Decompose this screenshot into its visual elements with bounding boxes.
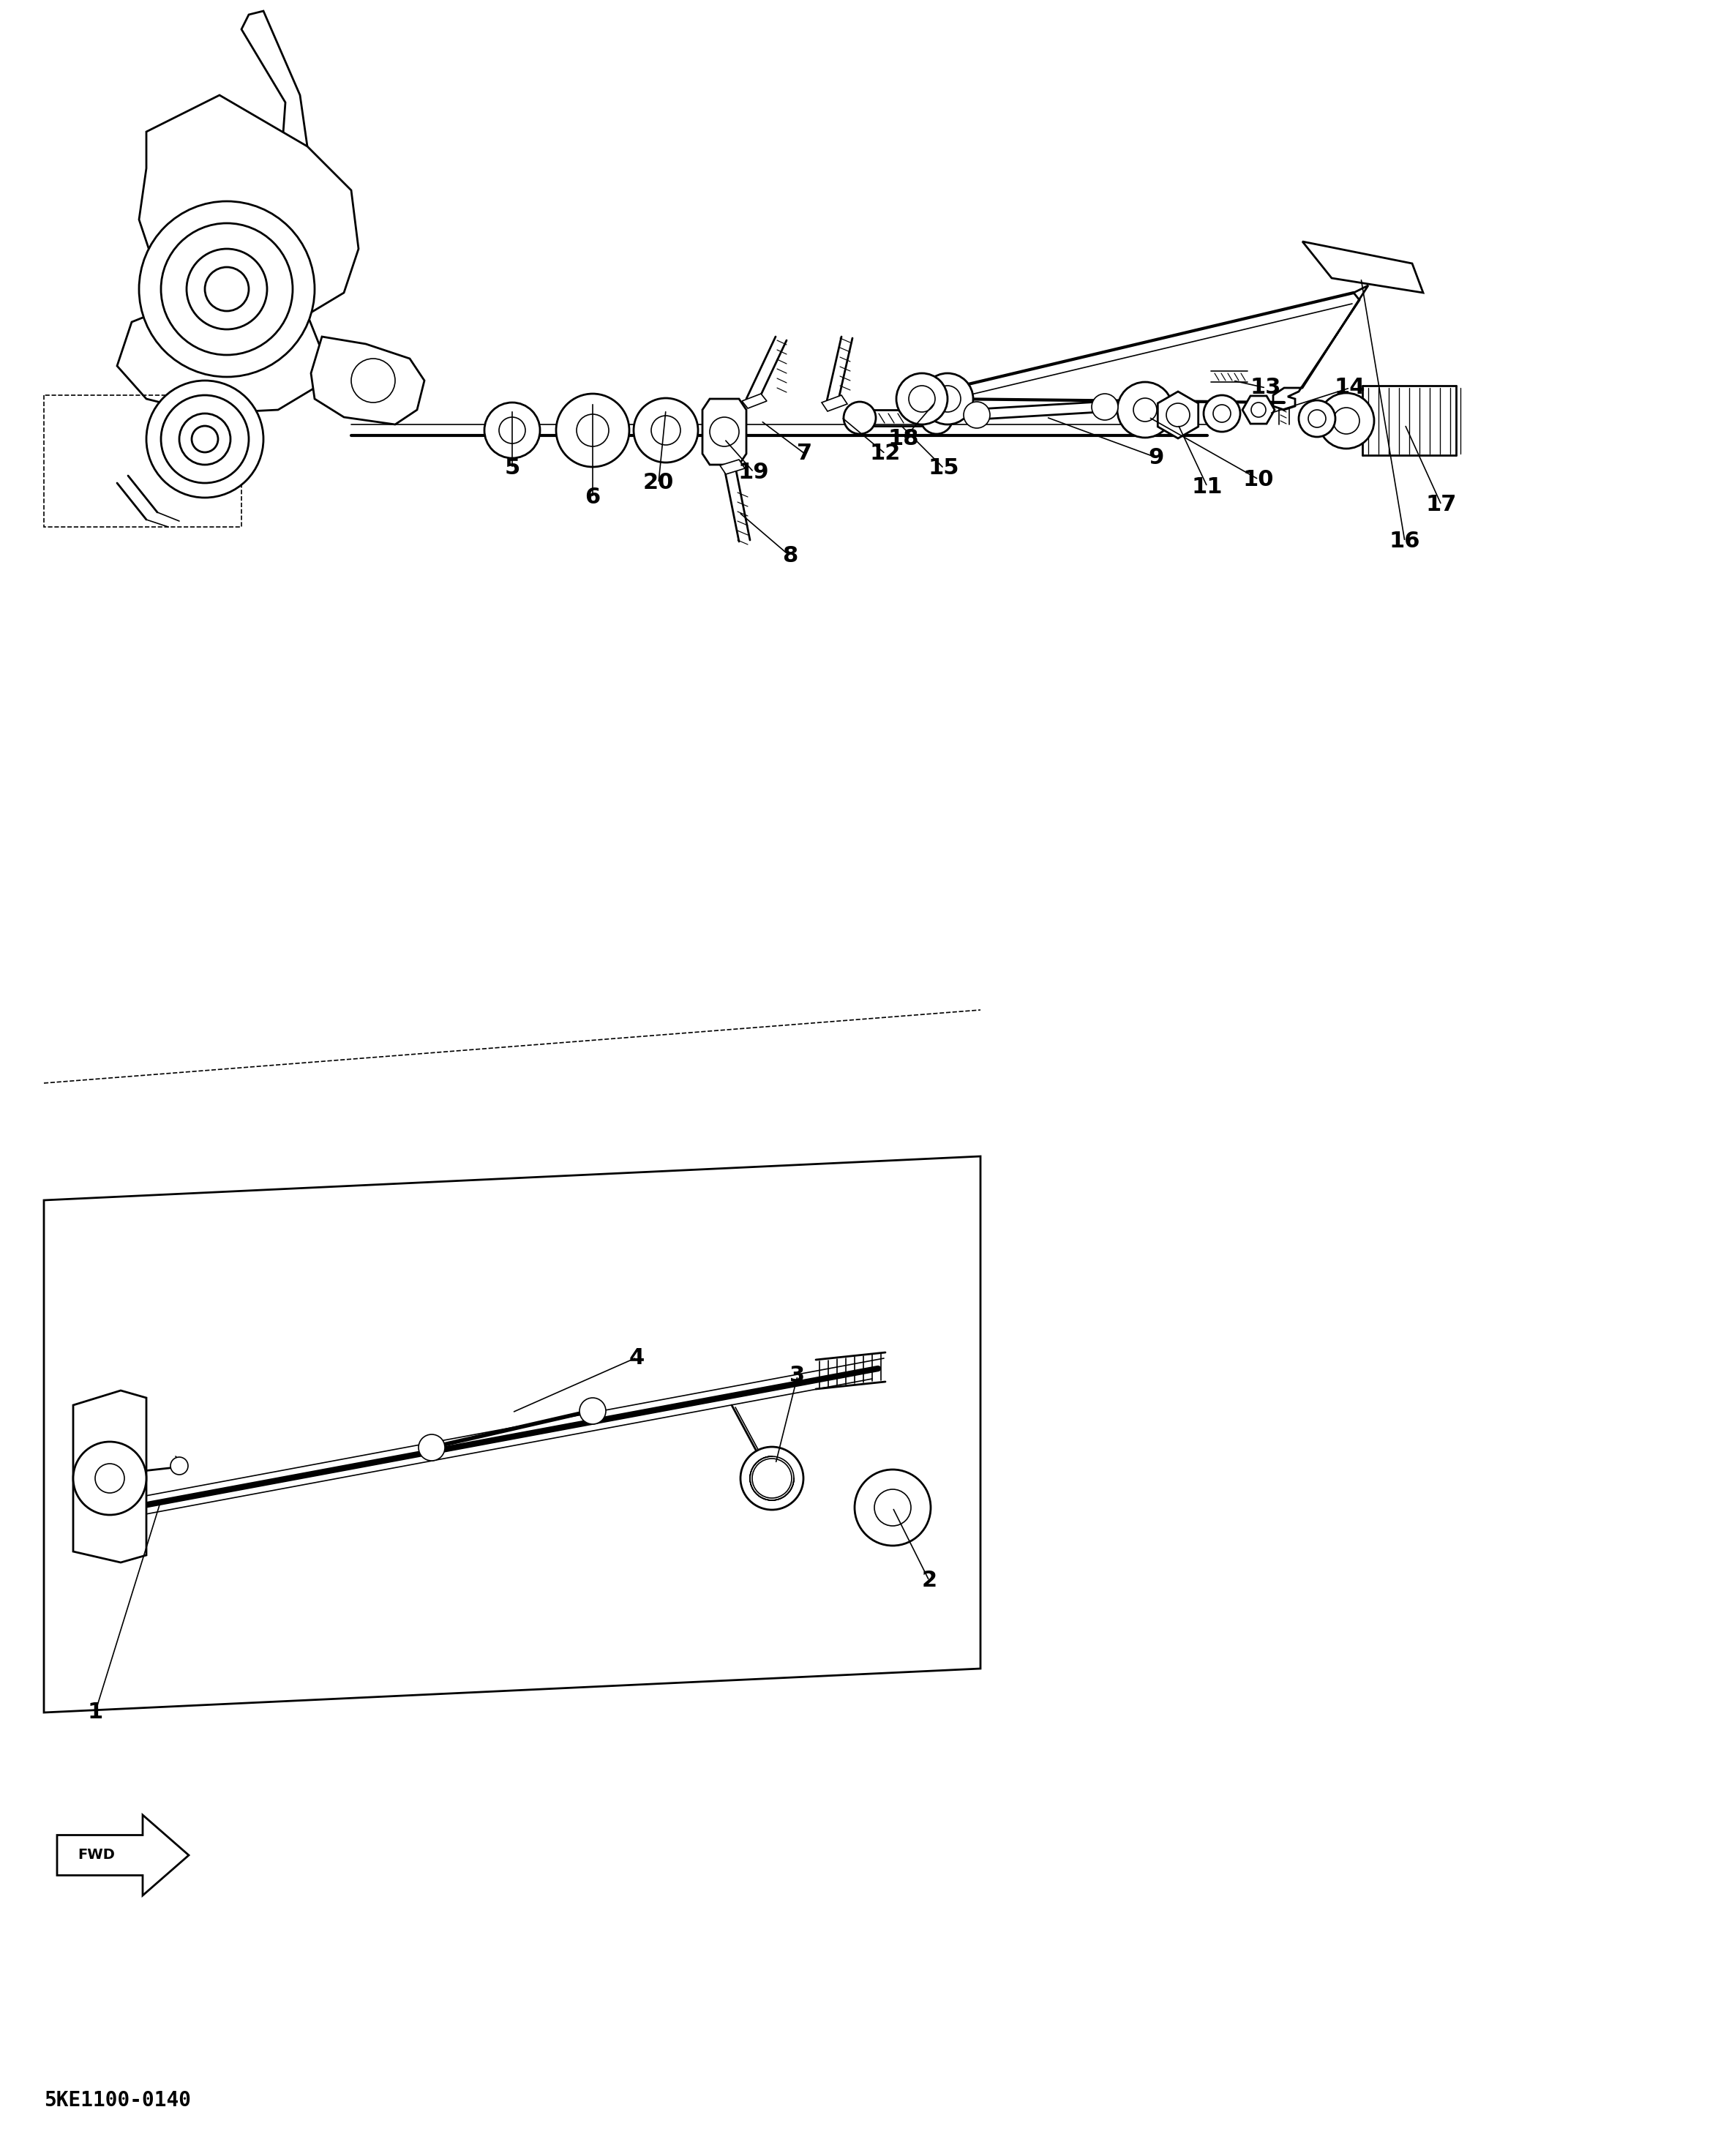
Circle shape [740, 1447, 804, 1509]
Circle shape [74, 1442, 146, 1516]
Circle shape [350, 358, 395, 403]
Circle shape [921, 401, 953, 433]
Circle shape [1204, 395, 1240, 431]
Text: 14: 14 [1335, 377, 1366, 399]
Circle shape [146, 382, 263, 498]
Polygon shape [117, 95, 359, 414]
Polygon shape [742, 395, 766, 407]
Circle shape [192, 427, 218, 453]
Circle shape [161, 224, 292, 356]
Polygon shape [720, 459, 746, 474]
Text: 8: 8 [782, 545, 797, 567]
Circle shape [187, 248, 266, 330]
Polygon shape [703, 399, 746, 466]
Circle shape [577, 414, 608, 446]
Polygon shape [242, 11, 308, 162]
Polygon shape [1302, 241, 1423, 293]
Text: 12: 12 [869, 444, 900, 464]
Polygon shape [311, 336, 424, 425]
Circle shape [1307, 410, 1326, 427]
Circle shape [897, 373, 948, 425]
Text: 10: 10 [1242, 468, 1275, 489]
Circle shape [1251, 403, 1266, 416]
Circle shape [557, 395, 629, 468]
Text: 13: 13 [1251, 377, 1282, 399]
Text: 5KE1100-0140: 5KE1100-0140 [45, 2089, 191, 2111]
Circle shape [204, 267, 249, 310]
Circle shape [844, 401, 876, 433]
Text: 5: 5 [505, 457, 521, 479]
Circle shape [909, 386, 935, 412]
Circle shape [179, 414, 230, 466]
Circle shape [94, 1464, 124, 1492]
Circle shape [1091, 395, 1118, 420]
Polygon shape [821, 395, 847, 412]
Circle shape [1167, 403, 1191, 427]
Circle shape [1318, 392, 1374, 448]
Circle shape [1213, 405, 1230, 423]
Circle shape [419, 1434, 445, 1462]
Circle shape [1117, 382, 1173, 438]
Circle shape [170, 1457, 187, 1475]
Circle shape [923, 373, 972, 425]
Text: 19: 19 [739, 461, 770, 483]
Text: 1: 1 [88, 1701, 103, 1723]
Polygon shape [1273, 285, 1368, 410]
Circle shape [1333, 407, 1359, 433]
Text: 6: 6 [584, 487, 600, 509]
Circle shape [634, 399, 698, 464]
Text: 20: 20 [643, 472, 673, 494]
Text: 3: 3 [790, 1365, 806, 1386]
Text: FWD: FWD [77, 1848, 115, 1863]
Circle shape [1134, 399, 1156, 423]
Polygon shape [1242, 397, 1275, 425]
Circle shape [579, 1397, 606, 1425]
Text: 17: 17 [1426, 494, 1457, 515]
Circle shape [651, 416, 680, 444]
Text: 11: 11 [1192, 476, 1223, 498]
Circle shape [139, 201, 314, 377]
Text: 9: 9 [1148, 446, 1163, 468]
Text: 18: 18 [888, 429, 919, 451]
Text: 2: 2 [921, 1570, 936, 1591]
Text: 4: 4 [629, 1348, 644, 1369]
Polygon shape [57, 1815, 189, 1895]
Circle shape [710, 416, 739, 446]
Polygon shape [74, 1391, 146, 1563]
Circle shape [935, 386, 960, 412]
Circle shape [1299, 401, 1335, 438]
Circle shape [161, 395, 249, 483]
Text: 7: 7 [797, 444, 813, 464]
Text: 16: 16 [1390, 530, 1421, 552]
Circle shape [964, 401, 990, 429]
Circle shape [484, 403, 539, 457]
Polygon shape [1158, 392, 1197, 438]
Circle shape [874, 1490, 911, 1526]
Circle shape [854, 1470, 931, 1546]
Polygon shape [966, 401, 1112, 420]
Circle shape [498, 416, 526, 444]
Circle shape [752, 1460, 792, 1498]
Text: 15: 15 [928, 457, 959, 479]
